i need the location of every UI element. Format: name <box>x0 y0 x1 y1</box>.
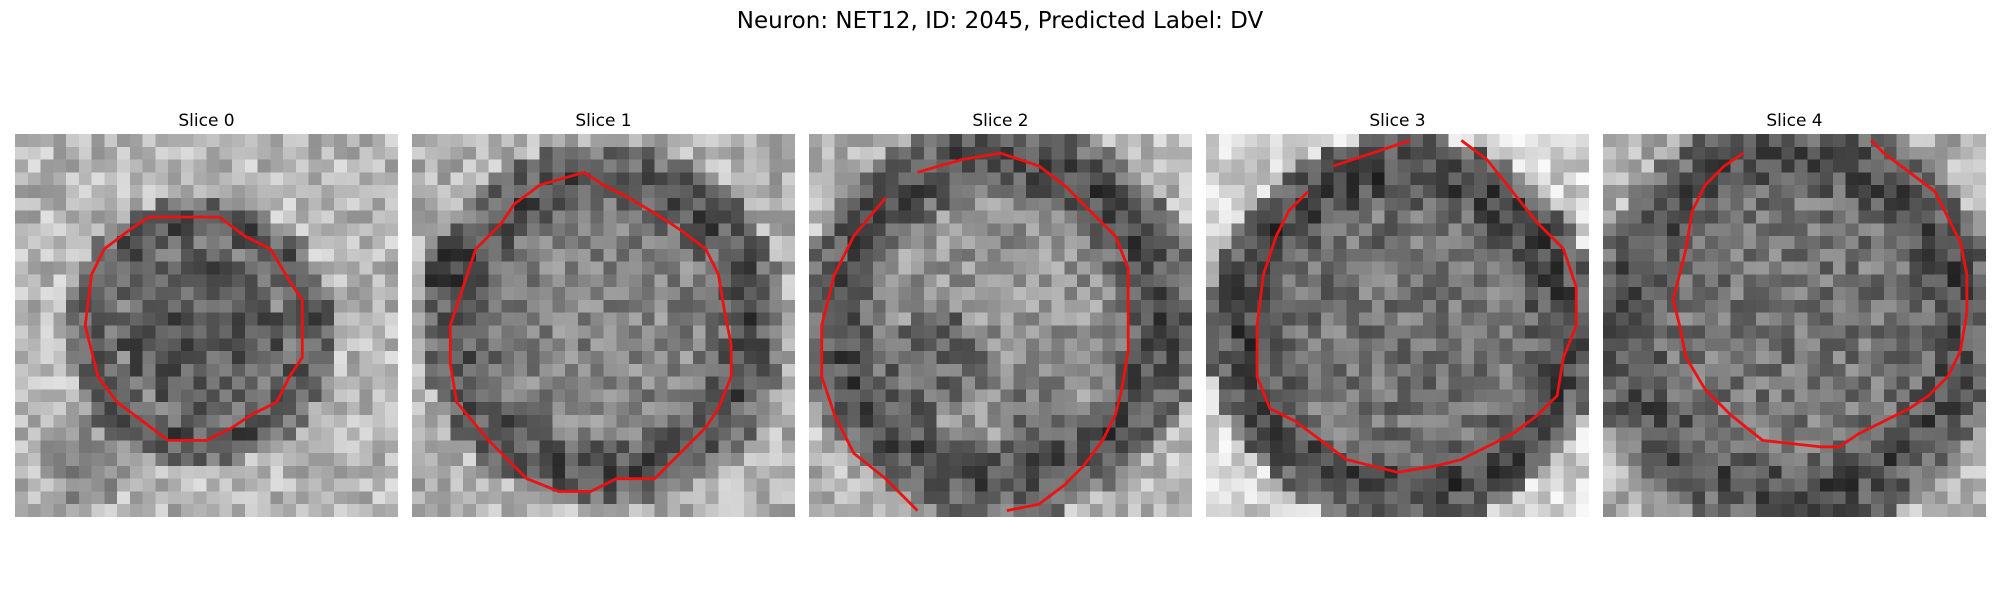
slice-title-1: Slice 1 <box>575 111 632 131</box>
slice-title-0: Slice 0 <box>178 111 235 131</box>
slice-image-0 <box>15 134 398 517</box>
segmentation-contour <box>1333 139 1411 168</box>
slice-panel-1: Slice 1 <box>412 109 795 517</box>
slice-title-4: Slice 4 <box>1766 111 1823 131</box>
slice-image-2 <box>809 134 1192 517</box>
slice-panel-0: Slice 0 <box>15 109 398 517</box>
segmentation-contour <box>448 170 733 493</box>
slice-image-1 <box>412 134 795 517</box>
segmentation-contour <box>1255 139 1578 474</box>
segmentation-contour <box>1671 139 1969 449</box>
figure-title: Neuron: NET12, ID: 2045, Predicted Label… <box>736 8 1264 34</box>
slice-panel-4: Slice 4 <box>1603 109 1986 517</box>
segmentation-contour <box>83 215 304 442</box>
slice-image-3 <box>1206 134 1589 517</box>
segmentation-contour <box>820 196 919 512</box>
slice-panel-3: Slice 3 <box>1206 109 1589 517</box>
slice-panel-2: Slice 2 <box>809 109 1192 517</box>
slice-title-3: Slice 3 <box>1369 111 1426 131</box>
segmentation-contour <box>917 151 1130 512</box>
slice-image-4 <box>1603 134 1986 517</box>
slice-title-2: Slice 2 <box>972 111 1029 131</box>
